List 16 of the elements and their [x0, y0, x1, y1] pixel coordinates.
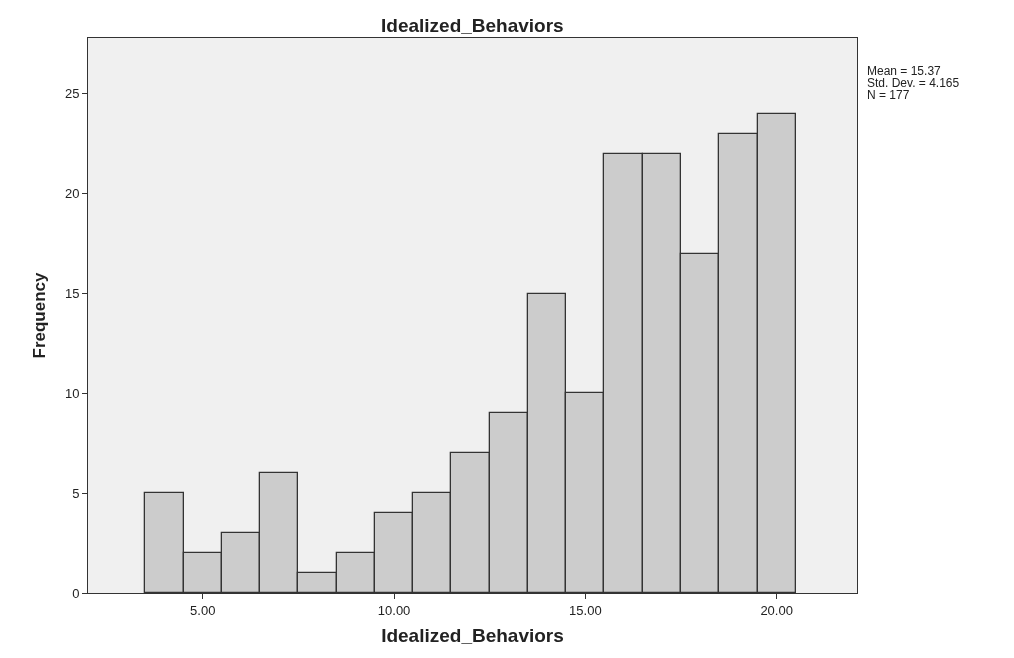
text: Std. Dev. = 4.165 [867, 76, 960, 90]
x-tick-label: 5.00 [190, 602, 216, 618]
y-tick-label: 10 [64, 385, 80, 401]
x-tick-label: 15.00 [569, 602, 602, 618]
text: N = 177 [867, 88, 910, 102]
y-tick-label: 0 [72, 585, 80, 601]
chart-title: Idealized_Behaviors [381, 15, 564, 36]
text: Mean = 15.37 [867, 64, 942, 78]
x-tick-label: 10.00 [377, 602, 411, 618]
y-tick-label: 20 [64, 186, 80, 202]
x-axis-title: Idealized_Behaviors [381, 625, 564, 647]
y-tick-label: 15 [64, 286, 80, 302]
y-axis-title: Frequency [30, 271, 50, 359]
x-tick-label: 20.00 [760, 602, 793, 618]
y-tick-label: 5 [72, 485, 80, 501]
y-tick-label: 25 [64, 86, 80, 102]
